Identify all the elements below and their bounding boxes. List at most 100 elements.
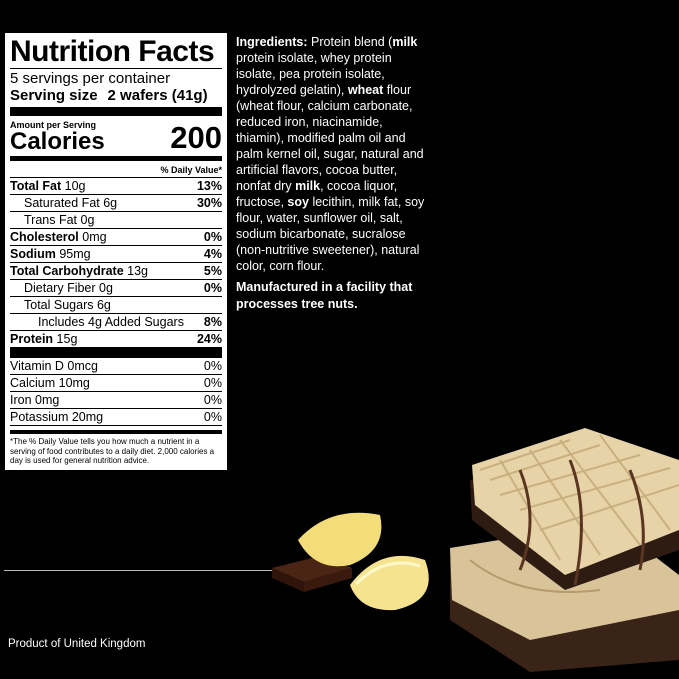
vitamin-row: Calcium 10mg 0% <box>10 375 222 392</box>
ingredients-line: fructose, soy lecithin, milk fat, soy <box>236 194 441 210</box>
ingredients-line: nonfat dry milk, cocoa liquor, <box>236 178 441 194</box>
nutrient-daily-value: 8% <box>203 315 222 329</box>
calories-left: Amount per Serving Calories <box>10 118 105 154</box>
ingredients-segment: (wheat flour, calcium carbonate, <box>236 99 413 113</box>
ingredients-segment: (non-nutritive sweetener), natural <box>236 243 420 257</box>
nutrient-daily-value: 0% <box>203 230 222 244</box>
nutrient-daily-value: 4% <box>203 247 222 261</box>
wafer-image <box>450 428 679 672</box>
footnote: *The % Daily Value tells you how much a … <box>10 430 222 466</box>
vitamin-daily-value: 0% <box>203 393 222 407</box>
vitamin-row: Vitamin D 0mcg 0% <box>10 358 222 375</box>
nutrient-row: Total Fat 10g 13% <box>10 178 222 195</box>
nutrient-row: Saturated Fat 6g 30% <box>10 195 222 212</box>
nutrient-list: Total Fat 10g 13% Saturated Fat 6g 30% Trans… <box>10 178 222 348</box>
daily-value-header: % Daily Value* <box>10 163 222 178</box>
vitamin-name: Iron 0mg <box>10 393 60 407</box>
ingredients-line: color, corn flour. <box>236 258 441 274</box>
divider <box>10 348 222 358</box>
nutrient-amount: 95mg <box>59 247 91 261</box>
ingredients-segment: flour, water, sunflower oil, salt, <box>236 211 403 225</box>
nutrient-label: Cholesterol <box>10 230 79 244</box>
ingredients-segment: fructose, <box>236 195 288 209</box>
nutrient-amount: 0g <box>80 213 95 227</box>
label-title: Nutrition Facts <box>10 36 222 69</box>
nutrient-row: Trans Fat 0g <box>10 212 222 229</box>
nutrient-name: Protein 15g <box>10 331 77 347</box>
ingredients-line: hydrolyzed gelatin), wheat flour <box>236 82 441 98</box>
serving-size-value: 2 wafers (41g) <box>107 87 208 104</box>
nutrient-label: Total Carbohydrate <box>10 264 124 278</box>
nutrient-name: Total Fat 10g <box>10 178 86 194</box>
nutrient-daily-value: 0% <box>203 281 222 295</box>
nutrient-label: Protein <box>10 332 54 346</box>
divider <box>10 107 222 116</box>
nutrient-name: Includes 4g Added Sugars <box>10 314 184 330</box>
divider <box>10 156 222 161</box>
nutrient-daily-value: 24% <box>196 332 222 346</box>
ingredients-segment: palm kernel oil, sugar, natural and <box>236 147 424 161</box>
vitamin-name: Vitamin D 0mcg <box>10 359 98 373</box>
nutrient-name: Sodium 95mg <box>10 246 91 262</box>
nutrient-name: Dietary Fiber 0g <box>10 280 113 296</box>
vitamin-list: Vitamin D 0mcg 0% Calcium 10mg 0% Iron 0mg 0%… <box>10 358 222 426</box>
ingredients-segment: hydrolyzed gelatin), <box>236 83 348 97</box>
vitamin-name: Calcium 10mg <box>10 376 90 390</box>
nutrient-row: Dietary Fiber 0g 0% <box>10 280 222 297</box>
calories-label: Calories <box>10 128 105 155</box>
nutrient-row: Total Sugars 6g <box>10 297 222 314</box>
ingredients-line: (wheat flour, calcium carbonate, <box>236 98 441 114</box>
lemon-slice-image <box>298 512 429 611</box>
divider-line <box>4 570 272 571</box>
nutrient-row: Sodium 95mg 4% <box>10 246 222 263</box>
nutrient-row: Protein 15g 24% <box>10 331 222 348</box>
ingredients-segment: reduced iron, niacinamide, <box>236 115 383 129</box>
nutrient-amount: 0mg <box>82 230 107 244</box>
nutrient-row: Includes 4g Added Sugars 8% <box>10 314 222 331</box>
nutrient-amount: 13g <box>127 264 149 278</box>
nutrient-row: Total Carbohydrate 13g 5% <box>10 263 222 280</box>
serving-size: Serving size 2 wafers (41g) <box>10 87 222 104</box>
ingredients-segment: isolate, pea protein isolate, <box>236 67 385 81</box>
calories-value: 200 <box>170 120 222 155</box>
vitamin-row: Iron 0mg 0% <box>10 392 222 409</box>
ingredients-line: palm kernel oil, sugar, natural and <box>236 146 441 162</box>
nutrient-name: Cholesterol 0mg <box>10 229 107 245</box>
origin-text: Product of United Kingdom <box>8 638 146 650</box>
nutrient-label: Dietary Fiber <box>24 281 96 295</box>
ingredients-segment: , cocoa liquor, <box>320 179 398 193</box>
allergen-word: milk <box>295 179 321 193</box>
ingredients-segment: nonfat dry <box>236 179 296 193</box>
allergen-word: soy <box>287 195 309 209</box>
vitamin-name: Potassium 20mg <box>10 410 104 424</box>
nutrient-name: Total Sugars 6g <box>10 297 111 313</box>
serving-size-label: Serving size <box>10 87 98 104</box>
ingredients-segment: thiamin), modified palm oil and <box>236 131 406 145</box>
allergen-word: Ingredients: <box>236 35 308 49</box>
ingredients-line: sodium bicarbonate, sucralose <box>236 226 441 242</box>
nutrient-label: Includes 4g Added Sugars <box>38 315 184 329</box>
nutrient-amount: 6g <box>96 298 111 312</box>
vitamin-daily-value: 0% <box>203 410 222 424</box>
ingredients-column: Ingredients: Protein blend (milk protein … <box>236 34 441 313</box>
ingredients-line: isolate, pea protein isolate, <box>236 66 441 82</box>
servings-per-container: 5 servings per container <box>10 70 171 87</box>
ingredients-line: flour, water, sunflower oil, salt, <box>236 210 441 226</box>
ingredients-segment: Protein blend ( <box>307 35 393 49</box>
nutrient-amount: 15g <box>56 332 78 346</box>
allergen-word: wheat <box>347 83 384 97</box>
vitamin-row: Potassium 20mg 0% <box>10 409 222 426</box>
ingredients-text: Ingredients: Protein blend (milk protein … <box>236 34 441 274</box>
nutrient-name: Trans Fat 0g <box>10 212 94 228</box>
nutrient-row: Cholesterol 0mg 0% <box>10 229 222 246</box>
ingredients-segment: sodium bicarbonate, sucralose <box>236 227 406 241</box>
ingredients-segment: artificial flavors, cocoa butter, <box>236 163 398 177</box>
amount-per-serving: Amount per Serving <box>10 120 97 130</box>
ingredients-line: thiamin), modified palm oil and <box>236 130 441 146</box>
ingredients-segment: color, corn flour. <box>236 259 325 273</box>
nutrient-label: Trans Fat <box>24 213 78 227</box>
ingredients-line: protein isolate, whey protein <box>236 50 441 66</box>
ingredients-line: Ingredients: Protein blend (milk <box>236 34 441 50</box>
nutrient-label: Total Sugars <box>24 298 94 312</box>
nutrient-daily-value: 5% <box>203 264 222 278</box>
